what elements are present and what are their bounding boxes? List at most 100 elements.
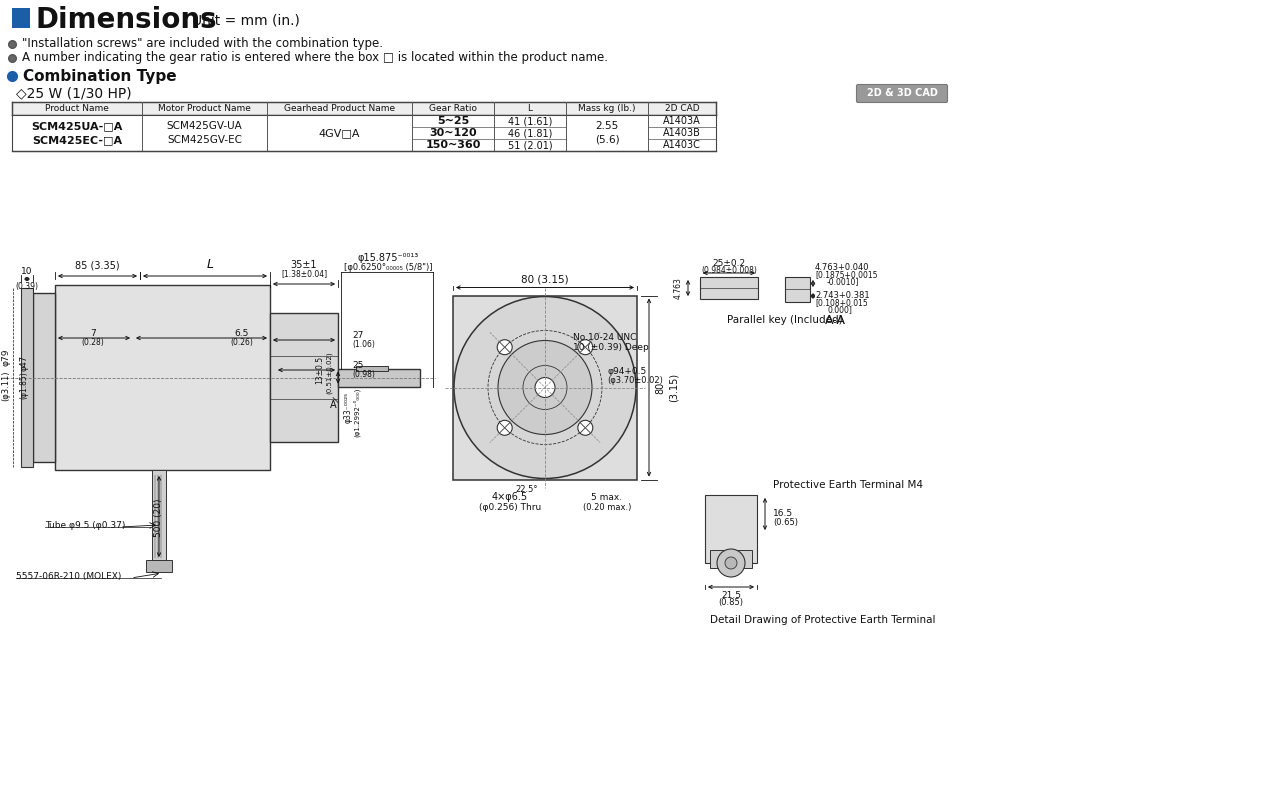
Text: Dimensions: Dimensions — [35, 6, 216, 34]
Circle shape — [497, 340, 512, 354]
Text: Mass kg (lb.): Mass kg (lb.) — [579, 104, 636, 113]
FancyBboxPatch shape — [856, 85, 947, 102]
Text: 13±0.5: 13±0.5 — [315, 355, 325, 383]
Text: (0.28): (0.28) — [82, 338, 105, 347]
Text: (φ0.256) Thru: (φ0.256) Thru — [479, 503, 541, 512]
Bar — [146, 560, 172, 572]
Text: 2D & 3D CAD: 2D & 3D CAD — [867, 89, 937, 98]
Bar — [12, 102, 716, 115]
Circle shape — [724, 557, 737, 569]
Text: (φ1.85): (φ1.85) — [19, 372, 28, 399]
Text: φ47: φ47 — [19, 354, 28, 370]
Text: 2.55
(5.6): 2.55 (5.6) — [595, 122, 620, 145]
Text: (0.20 max.): (0.20 max.) — [582, 503, 631, 512]
Text: 46 (1.81): 46 (1.81) — [508, 128, 552, 138]
Text: 21.5: 21.5 — [721, 590, 741, 599]
Text: A1403C: A1403C — [663, 140, 701, 150]
Text: φ33⁻⁰⁰²⁵: φ33⁻⁰⁰²⁵ — [343, 392, 352, 423]
Text: Product Name: Product Name — [45, 104, 109, 113]
Text: 30~120: 30~120 — [429, 128, 477, 138]
Text: 80 (3.15): 80 (3.15) — [521, 274, 568, 285]
Text: (0.984±0.008): (0.984±0.008) — [701, 266, 756, 275]
Circle shape — [577, 420, 593, 435]
Bar — [33, 293, 55, 462]
Text: (0.85): (0.85) — [718, 598, 744, 607]
Bar — [785, 277, 810, 302]
Circle shape — [498, 341, 591, 434]
Text: A-A: A-A — [824, 314, 846, 326]
Text: 5557-06R-210 (MOLEX): 5557-06R-210 (MOLEX) — [15, 571, 122, 581]
Text: No.10-24 UNC: No.10-24 UNC — [573, 333, 636, 342]
Text: (1.06): (1.06) — [352, 341, 375, 350]
Text: 7: 7 — [90, 329, 96, 338]
Text: (0.26): (0.26) — [230, 338, 253, 347]
Text: A number indicating the gear ratio is entered where the box □ is located within : A number indicating the gear ratio is en… — [22, 51, 608, 65]
Circle shape — [454, 297, 636, 478]
Text: 25: 25 — [352, 361, 364, 370]
Text: 51 (2.01): 51 (2.01) — [508, 140, 552, 150]
Text: Tube φ9.5 (φ0.37): Tube φ9.5 (φ0.37) — [45, 521, 125, 530]
Bar — [356, 366, 388, 370]
Text: (0.39): (0.39) — [15, 282, 38, 290]
Text: 5~25: 5~25 — [436, 116, 470, 126]
Bar — [55, 285, 270, 470]
Text: 85 (3.35): 85 (3.35) — [74, 260, 119, 270]
Text: 25±0.2: 25±0.2 — [713, 258, 745, 267]
Text: (φ1.2992⁻⁰₀₀₀): (φ1.2992⁻⁰₀₀₀) — [353, 388, 361, 437]
Text: -0.0010]: -0.0010] — [827, 278, 859, 286]
Text: Parallel key (Included): Parallel key (Included) — [727, 315, 842, 325]
Bar — [152, 470, 166, 560]
Text: 35±1: 35±1 — [291, 260, 317, 270]
Text: 2.743+0.381: 2.743+0.381 — [815, 290, 869, 299]
Text: 80
(3.15): 80 (3.15) — [655, 373, 678, 402]
Text: SCM425GV-UA
SCM425GV-EC: SCM425GV-UA SCM425GV-EC — [166, 121, 242, 145]
Text: A1403B: A1403B — [663, 128, 701, 138]
Bar — [270, 313, 338, 442]
Text: Gearhead Product Name: Gearhead Product Name — [284, 104, 396, 113]
Bar — [705, 495, 756, 563]
Text: (φ3.11): (φ3.11) — [1, 370, 10, 401]
Text: ◇25 W (1/30 HP): ◇25 W (1/30 HP) — [15, 86, 132, 100]
Text: φ79: φ79 — [1, 349, 10, 366]
Bar — [700, 277, 758, 299]
Text: 16.5: 16.5 — [773, 510, 794, 518]
Text: Motor Product Name: Motor Product Name — [157, 104, 251, 113]
Text: [1.38±0.04]: [1.38±0.04] — [280, 270, 328, 278]
Text: φ94+0.5: φ94+0.5 — [607, 367, 646, 376]
Text: 10: 10 — [22, 267, 33, 277]
Text: L: L — [206, 258, 214, 271]
Text: (0.98): (0.98) — [352, 370, 375, 379]
Text: (φ3.70±0.02): (φ3.70±0.02) — [607, 376, 663, 385]
Circle shape — [717, 549, 745, 577]
Text: "Installation screws" are included with the combination type.: "Installation screws" are included with … — [22, 38, 383, 50]
Text: 6.5: 6.5 — [234, 329, 250, 338]
Text: A: A — [330, 401, 337, 410]
Text: (0.65): (0.65) — [773, 518, 797, 527]
Text: Combination Type: Combination Type — [23, 69, 177, 83]
Text: SCM425UA-□A
SCM425EC-□A: SCM425UA-□A SCM425EC-□A — [31, 121, 123, 145]
Circle shape — [577, 340, 593, 354]
Text: 500 (20): 500 (20) — [155, 498, 164, 538]
Bar — [710, 550, 753, 568]
Text: 4×φ6.5: 4×φ6.5 — [492, 493, 529, 502]
Text: 27: 27 — [352, 330, 364, 339]
Text: [0.1875+0.0015: [0.1875+0.0015 — [815, 270, 878, 279]
Text: (0.51±0.02): (0.51±0.02) — [325, 351, 333, 394]
Bar — [453, 295, 637, 479]
Bar — [338, 369, 420, 386]
Text: 0.000]: 0.000] — [827, 306, 852, 314]
Text: 4.763: 4.763 — [673, 277, 682, 299]
Text: [φ0.6250°₀₀₀₀₅ (5/8")]: [φ0.6250°₀₀₀₀₅ (5/8")] — [344, 263, 433, 273]
Bar — [20, 288, 33, 467]
Circle shape — [497, 420, 512, 435]
Text: 41 (1.61): 41 (1.61) — [508, 116, 552, 126]
Text: Protective Earth Terminal M4: Protective Earth Terminal M4 — [773, 480, 923, 490]
Text: 22.5°: 22.5° — [516, 485, 539, 494]
Text: 5 max.: 5 max. — [591, 493, 622, 502]
Text: Gear Ratio: Gear Ratio — [429, 104, 477, 113]
Text: Detail Drawing of Protective Earth Terminal: Detail Drawing of Protective Earth Termi… — [710, 615, 936, 625]
Text: L: L — [527, 104, 532, 113]
Text: φ15.875⁻⁰⁰¹³: φ15.875⁻⁰⁰¹³ — [357, 253, 419, 263]
Text: 4GV□A: 4GV□A — [319, 128, 360, 138]
Text: 150~360: 150~360 — [425, 140, 481, 150]
